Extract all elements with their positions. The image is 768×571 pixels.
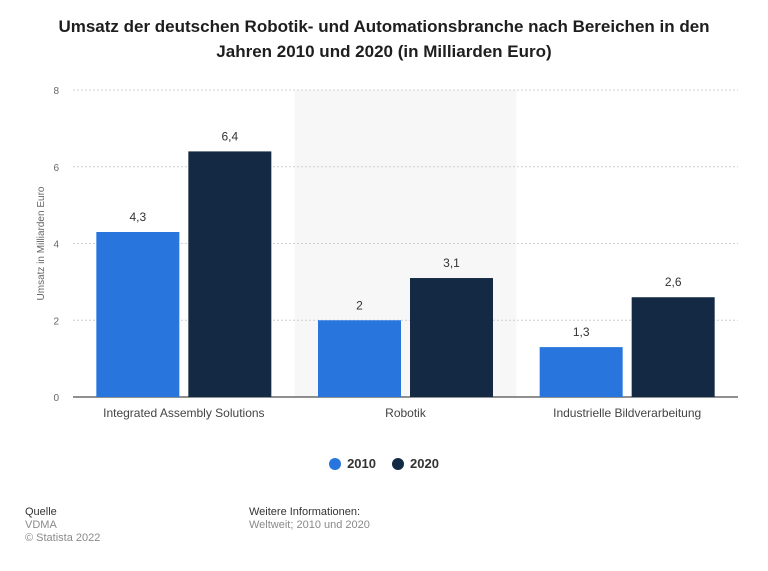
legend: 2010 2020 bbox=[0, 456, 768, 471]
legend-item-2020[interactable]: 2020 bbox=[392, 456, 439, 471]
legend-swatch-2010 bbox=[329, 457, 342, 470]
y-tick-label: 4 bbox=[53, 240, 59, 251]
y-axis-title: Umsatz in Milliarden Euro bbox=[36, 186, 47, 300]
info-heading[interactable]: Weitere Informationen: bbox=[249, 506, 361, 518]
y-tick-label: 8 bbox=[53, 86, 59, 97]
x-tick-label: Industrielle Bildverarbeitung bbox=[553, 406, 701, 420]
bar-2020-1[interactable] bbox=[410, 278, 493, 397]
info-block: Weitere Informationen: Weltweit; 2010 un… bbox=[249, 506, 370, 532]
chart-title: Umsatz der deutschen Robotik- und Automa… bbox=[40, 14, 728, 64]
info-text: Weltweit; 2010 und 2020 bbox=[249, 519, 370, 531]
y-tick-label: 0 bbox=[53, 393, 59, 404]
y-tick-label: 6 bbox=[53, 163, 59, 174]
source-name: VDMA bbox=[25, 519, 57, 531]
data-label: 1,3 bbox=[573, 325, 590, 339]
bar-2020-0[interactable] bbox=[188, 151, 272, 397]
bar-2010-2[interactable] bbox=[539, 347, 623, 397]
bar-2010-0[interactable] bbox=[96, 231, 180, 397]
data-label: 6,4 bbox=[221, 129, 238, 143]
data-label: 2 bbox=[356, 298, 363, 312]
source-block: Quelle VDMA © Statista 2022 bbox=[25, 506, 100, 545]
legend-item-2010[interactable]: 2010 bbox=[329, 456, 376, 471]
bar-2010-1[interactable] bbox=[318, 320, 401, 397]
data-label: 2,6 bbox=[665, 275, 682, 289]
data-label: 4,3 bbox=[129, 210, 146, 224]
bar-2020-2[interactable] bbox=[631, 297, 715, 397]
legend-swatch-2020 bbox=[392, 457, 404, 470]
legend-label-2020: 2020 bbox=[410, 456, 439, 471]
chart-title-line-2: Jahren 2010 und 2020 (in Milliarden Euro… bbox=[216, 42, 552, 61]
x-tick-label: Robotik bbox=[385, 406, 427, 420]
copyright: © Statista 2022 bbox=[25, 532, 101, 544]
y-tick-label: 2 bbox=[53, 316, 59, 327]
bar-chart: 0 2 4 6 8 Umsatz in Milliarden Euro 4,3 6,4 Inte… bbox=[36, 86, 738, 420]
x-tick-label: Integrated Assembly Solutions bbox=[103, 406, 264, 420]
source-heading: Quelle bbox=[25, 506, 57, 518]
legend-label-2010: 2010 bbox=[347, 456, 376, 471]
data-label: 3,1 bbox=[443, 256, 460, 270]
chart-title-line-1: Umsatz der deutschen Robotik- und Automa… bbox=[58, 17, 710, 36]
